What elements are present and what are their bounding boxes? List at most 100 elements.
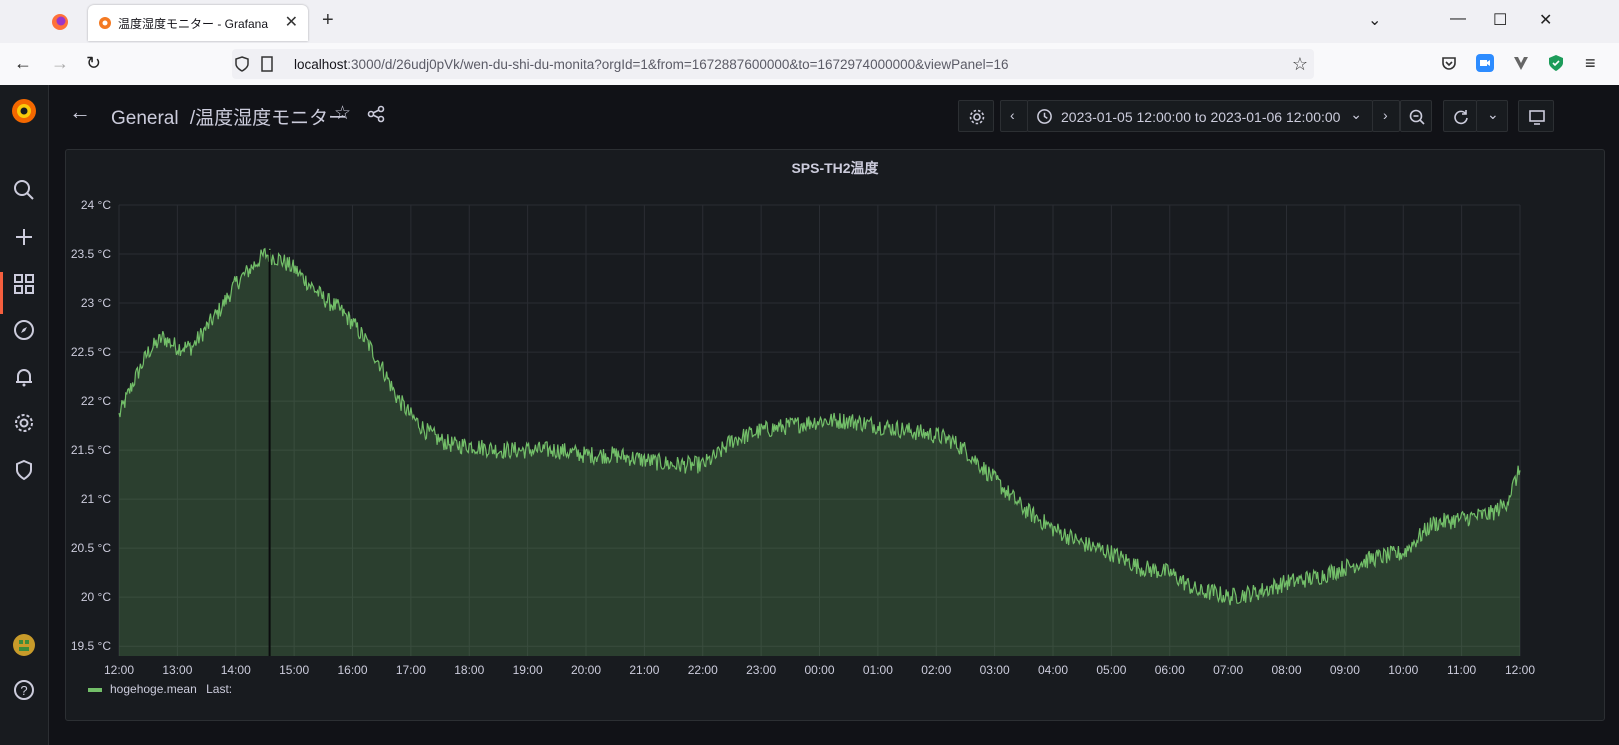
explore-icon[interactable] — [12, 318, 36, 342]
x-tick-label: 11:00 — [1447, 663, 1476, 677]
tv-mode-button[interactable] — [1518, 100, 1554, 132]
zoom-out-icon — [1409, 109, 1425, 125]
x-tick-label: 23:00 — [746, 663, 776, 677]
gear-icon — [969, 109, 985, 125]
panel-title[interactable]: SPS-TH2温度 — [791, 160, 879, 176]
breadcrumb-folder[interactable]: General — [111, 108, 179, 129]
star-icon[interactable]: ☆ — [1291, 54, 1308, 74]
x-tick-label: 20:00 — [571, 663, 601, 677]
forward-icon[interactable]: → — [51, 53, 69, 73]
x-tick-label: 02:00 — [921, 663, 951, 677]
firefox-icon[interactable] — [48, 10, 72, 34]
y-tick-label: 20.5 °C — [71, 541, 111, 555]
y-tick-label: 22 °C — [81, 394, 111, 408]
plus-icon[interactable]: + — [322, 9, 334, 31]
x-tick-label: 12:00 — [104, 663, 134, 677]
x-tick-label: 19:00 — [513, 663, 543, 677]
time-shift-forward-button[interactable]: › — [1372, 100, 1400, 132]
chevron-left-icon: ‹ — [1010, 107, 1015, 123]
reload-icon[interactable]: ↻ — [86, 53, 102, 73]
x-tick-label: 13:00 — [162, 663, 192, 677]
refresh-interval-button[interactable]: ⌄ — [1476, 100, 1508, 132]
x-tick-label: 10:00 — [1388, 663, 1418, 677]
refresh-icon — [1454, 110, 1468, 125]
browser-tab-active[interactable]: 温度湿度モニター - Grafana ✕ — [88, 5, 308, 41]
chevron-right-icon: › — [1383, 107, 1388, 123]
x-tick-label: 18:00 — [454, 663, 484, 677]
minimize-icon[interactable]: — — [1450, 10, 1466, 27]
share-icon[interactable] — [367, 105, 385, 123]
maximize-icon[interactable]: ☐ — [1493, 12, 1508, 29]
time-picker-button[interactable]: 2023-01-05 12:00:00 to 2023-01-06 12:00:… — [1027, 100, 1373, 132]
grafana-favicon — [99, 17, 111, 29]
y-tick-label: 23.5 °C — [71, 247, 111, 261]
monitor-icon — [1529, 110, 1545, 125]
zoom-extension-icon[interactable] — [1476, 54, 1494, 72]
dashboard-title[interactable]: 温度湿度モニター — [195, 108, 348, 129]
zoom-out-button[interactable] — [1400, 100, 1432, 132]
legend: hogehoge.mean Last: — [88, 682, 232, 696]
window-close-icon[interactable]: ✕ — [1539, 12, 1553, 29]
star-icon[interactable]: ☆ — [334, 103, 352, 124]
shield-icon[interactable] — [12, 458, 36, 482]
graph-panel[interactable]: SPS-TH2温度 24 °C 23.5 °C 23 °C 22.5 °C 22 °C 2… — [65, 149, 1605, 721]
x-tick-label: 22:00 — [688, 663, 718, 677]
sidebar-active-indicator — [0, 272, 3, 314]
series-line — [118, 247, 1521, 606]
avatar[interactable] — [12, 633, 36, 657]
settings-icon[interactable] — [12, 411, 36, 435]
y-tick-label: 21.5 °C — [71, 443, 111, 457]
x-tick-label: 07:00 — [1213, 663, 1243, 677]
time-range-text: 2023-01-05 12:00:00 to 2023-01-06 12:00:… — [1061, 109, 1341, 125]
dashboards-icon[interactable] — [12, 272, 36, 296]
close-icon[interactable]: ✕ — [284, 14, 298, 31]
y-tick-label: 22.5 °C — [71, 345, 111, 359]
url-text[interactable]: localhost:3000/d/26udj0pVk/wen-du-shi-du… — [294, 57, 1009, 72]
grafana-logo-icon[interactable] — [10, 97, 38, 125]
back-icon[interactable]: ← — [69, 99, 91, 124]
x-tick-label: 16:00 — [337, 663, 367, 677]
chevron-down-icon: ⌄ — [1350, 106, 1362, 122]
time-shift-back-button[interactable]: ‹ — [1000, 100, 1028, 132]
shield-icon[interactable] — [234, 56, 250, 72]
legend-series-name[interactable]: hogehoge.mean — [110, 682, 197, 696]
x-tick-label: 21:00 — [629, 663, 659, 677]
url-bar[interactable]: localhost:3000/d/26udj0pVk/wen-du-shi-du… — [232, 49, 1314, 79]
back-icon[interactable]: ← — [14, 53, 32, 73]
y-tick-label: 21 °C — [81, 492, 111, 506]
chevron-down-icon[interactable]: ⌄ — [1368, 12, 1382, 29]
svg-text:?: ? — [20, 683, 27, 698]
x-tick-label: 17:00 — [396, 663, 426, 677]
x-tick-label: 14:00 — [221, 663, 251, 677]
plus-icon[interactable] — [12, 225, 36, 249]
breadcrumb-separator: / — [189, 108, 196, 129]
page-icon[interactable] — [260, 56, 274, 72]
x-tick-label: 06:00 — [1155, 663, 1185, 677]
dashboard-settings-button[interactable] — [958, 100, 994, 132]
x-tick-label: 04:00 — [1038, 663, 1068, 677]
clock-icon — [1037, 109, 1052, 124]
x-tick-label: 03:00 — [980, 663, 1010, 677]
y-tick-label: 19.5 °C — [71, 639, 111, 653]
breadcrumb: General /温度湿度モニター — [111, 103, 347, 130]
refresh-button[interactable] — [1443, 100, 1477, 132]
x-tick-label: 05:00 — [1096, 663, 1126, 677]
shield-extension-icon[interactable] — [1547, 54, 1565, 72]
alerting-icon[interactable] — [12, 365, 36, 389]
x-tick-label: 00:00 — [804, 663, 834, 677]
x-tick-label: 15:00 — [279, 663, 309, 677]
chevron-down-icon: ⌄ — [1487, 106, 1499, 122]
series-area — [119, 248, 1520, 656]
x-tick-label: 09:00 — [1330, 663, 1360, 677]
menu-icon[interactable]: ≡ — [1585, 53, 1596, 73]
x-tick-label: 08:00 — [1271, 663, 1301, 677]
y-tick-label: 20 °C — [81, 590, 111, 604]
pocket-icon[interactable] — [1440, 54, 1458, 72]
legend-last-label: Last: — [206, 682, 233, 696]
temperature-chart[interactable]: 24 °C 23.5 °C 23 °C 22.5 °C 22 °C 21.5 °C 21 °… — [66, 170, 1604, 690]
extension-icon[interactable] — [1512, 54, 1530, 72]
help-icon[interactable]: ? — [12, 678, 36, 702]
search-icon[interactable] — [12, 178, 36, 202]
x-tick-label: 01:00 — [863, 663, 893, 677]
legend-swatch[interactable] — [88, 687, 102, 692]
